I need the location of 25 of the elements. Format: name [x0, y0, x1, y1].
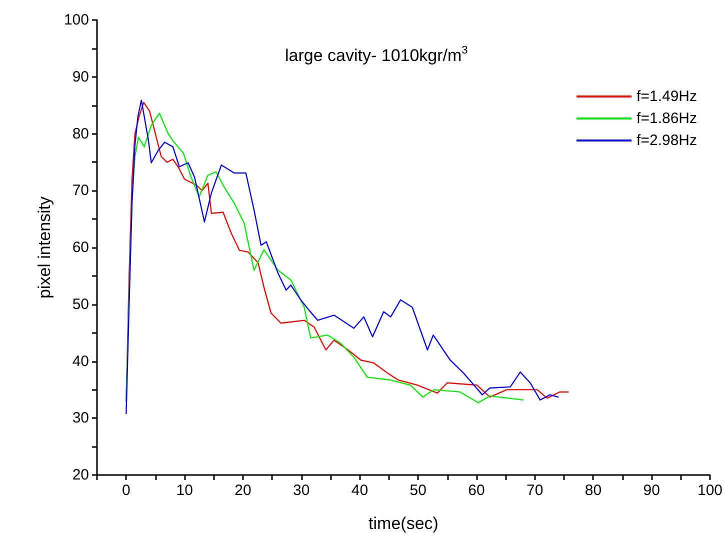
x-tick-label: 90	[643, 482, 660, 499]
y-tick-label: 20	[72, 466, 89, 484]
x-tick-label: 70	[526, 482, 544, 499]
y-axis-title: pixel intensity	[35, 196, 54, 299]
y-tick-label: 90	[72, 68, 89, 86]
y-tick-label: 80	[72, 125, 89, 142]
legend-label: f=2.98Hz	[636, 132, 698, 149]
x-tick-label: 60	[468, 482, 485, 499]
x-tick-label: 10	[176, 482, 193, 499]
x-tick-label: 0	[122, 482, 130, 499]
x-tick-label: 50	[410, 482, 426, 499]
x-tick-label: 20	[234, 482, 252, 499]
x-tick-label: 30	[292, 482, 310, 499]
x-tick-label: 40	[351, 482, 368, 499]
x-tick-label: 80	[584, 482, 602, 499]
y-tick-label: 30	[72, 410, 89, 427]
y-tick-label: 50	[72, 296, 89, 313]
legend-label: f=1.86Hz	[636, 110, 698, 127]
y-tick-label: 60	[72, 239, 89, 256]
legend-label: f=1.49Hz	[636, 88, 698, 105]
y-tick-label: 100	[64, 12, 89, 28]
y-tick-label: 40	[72, 352, 89, 370]
y-tick-label: 70	[72, 182, 89, 200]
x-axis-title: time(sec)	[368, 514, 438, 533]
x-tick-label: 100	[697, 482, 723, 499]
